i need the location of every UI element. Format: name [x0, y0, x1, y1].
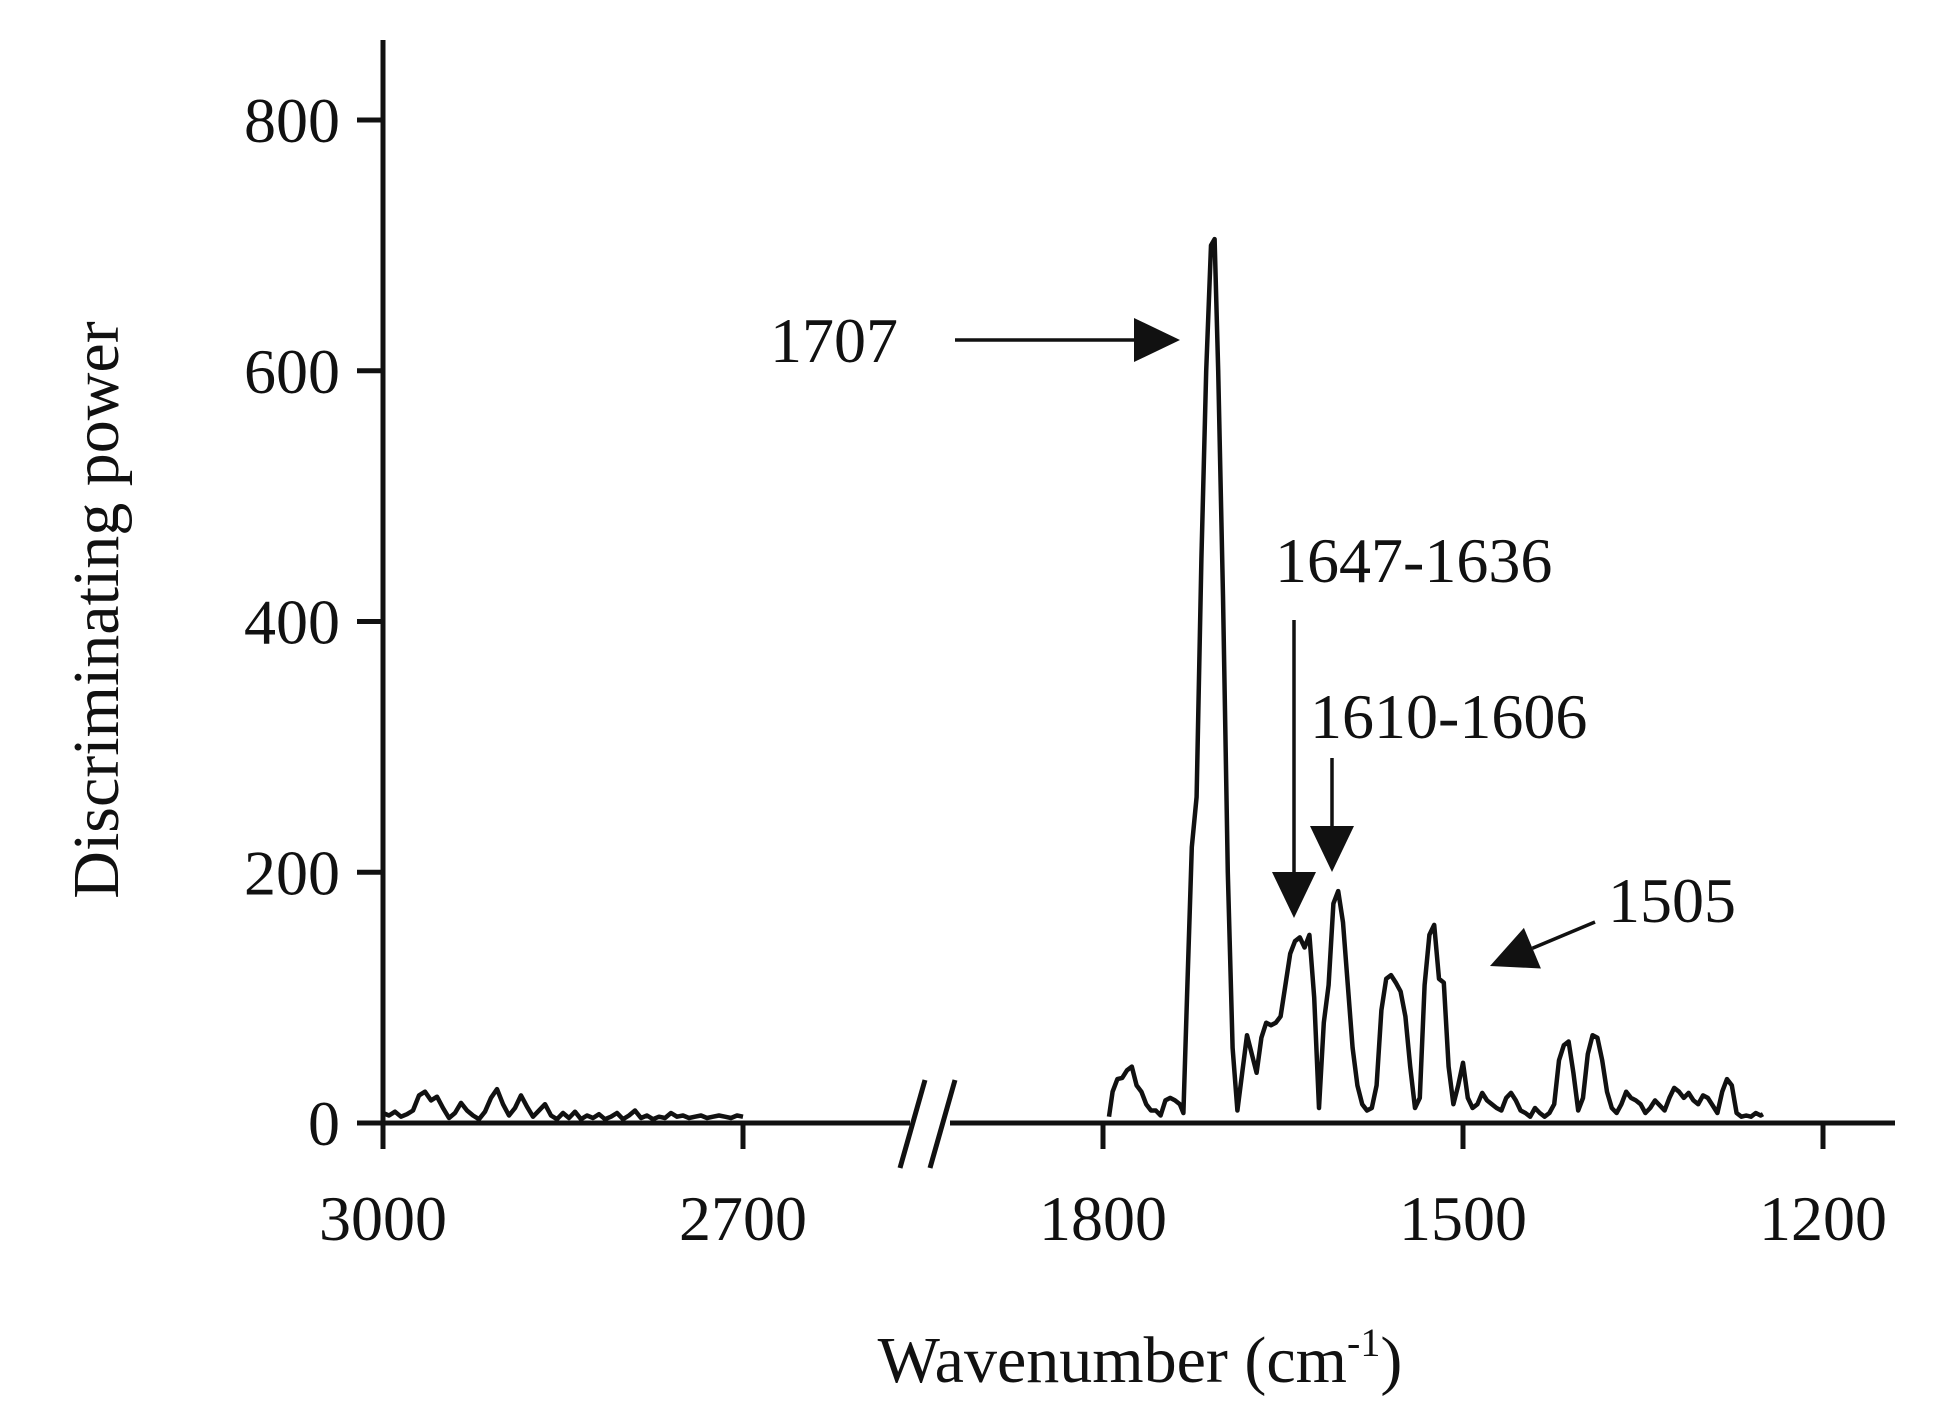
annotation-arrow-head — [1310, 826, 1354, 872]
annotation-label: 1505 — [1608, 865, 1736, 936]
x-axis-title: Wavenumber (cm-1) — [878, 1320, 1403, 1397]
x-tick-label: 3000 — [319, 1183, 447, 1254]
annotation-label: 1610-1606 — [1310, 681, 1587, 752]
x-tick-label: 2700 — [679, 1183, 807, 1254]
y-tick-label: 0 — [308, 1088, 340, 1159]
annotation-arrow-head — [1134, 318, 1180, 362]
annotation-arrow-line — [1531, 920, 1596, 950]
annotations: 1707 1647-1636 1610-1606 1505 — [770, 305, 1736, 969]
axis-break-mark — [897, 1079, 928, 1169]
spectrum-line-segment — [382, 1086, 744, 1122]
y-tick-label: 800 — [244, 85, 340, 156]
y-tick-label: 600 — [244, 336, 340, 407]
y-tick-label: 400 — [244, 587, 340, 658]
axis-break-mark — [927, 1079, 958, 1169]
x-tick-label: 1800 — [1039, 1183, 1167, 1254]
y-axis-title: Discriminating power — [60, 321, 133, 898]
x-axis-ticks: 3000 2700 1800 1500 1200 — [319, 1123, 1887, 1254]
annotation-label: 1647-1636 — [1275, 525, 1552, 596]
spectrum-line-segment — [1106, 236, 1765, 1119]
annotation-arrow-head — [1490, 927, 1541, 969]
y-axis-ticks: 0 200 400 600 800 — [244, 85, 383, 1159]
x-tick-label: 1500 — [1399, 1183, 1527, 1254]
annotation-label: 1707 — [770, 305, 898, 376]
annotation-arrow-head — [1272, 872, 1316, 918]
series-lines — [382, 236, 1765, 1122]
y-tick-label: 200 — [244, 837, 340, 908]
x-tick-label: 1200 — [1759, 1183, 1887, 1254]
